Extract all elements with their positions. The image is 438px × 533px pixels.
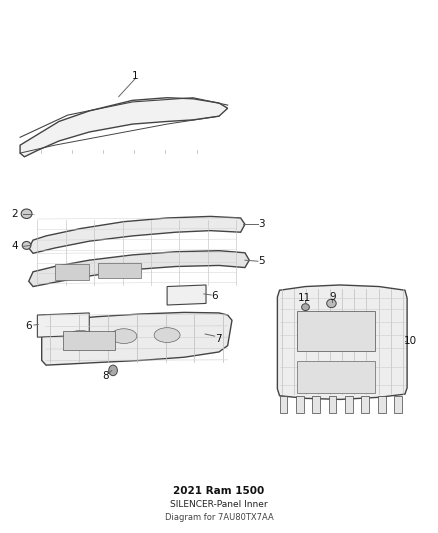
Text: 1: 1 xyxy=(131,70,138,80)
Bar xyxy=(297,361,374,393)
Bar xyxy=(296,396,304,413)
Text: 10: 10 xyxy=(403,336,417,346)
Text: 7: 7 xyxy=(215,334,222,344)
Polygon shape xyxy=(29,216,245,253)
Polygon shape xyxy=(277,285,407,399)
Text: 2021 Ram 1500: 2021 Ram 1500 xyxy=(173,486,265,496)
Polygon shape xyxy=(167,285,206,305)
Polygon shape xyxy=(37,313,89,337)
Polygon shape xyxy=(42,312,232,365)
Text: 11: 11 xyxy=(298,293,311,303)
Bar xyxy=(64,332,115,350)
Bar xyxy=(279,396,287,413)
Text: SILENCER-Panel Inner: SILENCER-Panel Inner xyxy=(170,500,268,510)
Ellipse shape xyxy=(21,209,32,219)
Bar xyxy=(328,396,336,413)
Text: 9: 9 xyxy=(329,292,336,302)
Bar xyxy=(394,396,402,413)
Text: 4: 4 xyxy=(11,241,18,252)
Ellipse shape xyxy=(67,330,94,345)
Ellipse shape xyxy=(154,328,180,342)
Text: Diagram for 7AU80TX7AA: Diagram for 7AU80TX7AA xyxy=(165,513,273,521)
Bar xyxy=(361,396,369,413)
Text: 2: 2 xyxy=(11,209,18,219)
Polygon shape xyxy=(20,98,228,157)
Bar xyxy=(55,264,89,280)
Polygon shape xyxy=(29,251,249,287)
Bar xyxy=(378,396,385,413)
Ellipse shape xyxy=(111,329,137,343)
Bar xyxy=(312,396,320,413)
Text: 5: 5 xyxy=(258,256,265,266)
Ellipse shape xyxy=(302,304,309,311)
Text: 8: 8 xyxy=(102,370,109,381)
Text: 6: 6 xyxy=(212,290,218,301)
Text: 3: 3 xyxy=(258,219,265,229)
Bar xyxy=(345,396,353,413)
Text: 6: 6 xyxy=(25,320,32,330)
Bar xyxy=(98,263,141,278)
Bar xyxy=(297,311,374,351)
Ellipse shape xyxy=(22,241,31,249)
Circle shape xyxy=(109,365,117,376)
Ellipse shape xyxy=(327,299,336,308)
